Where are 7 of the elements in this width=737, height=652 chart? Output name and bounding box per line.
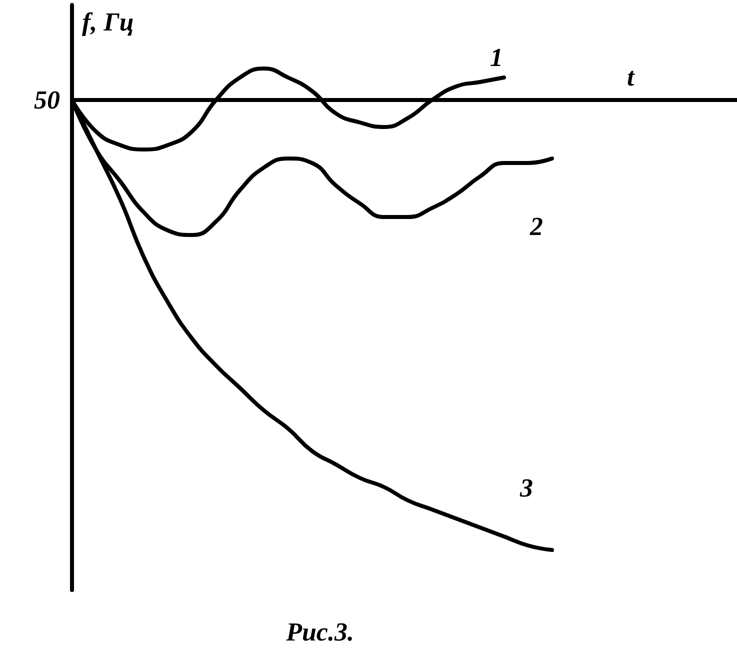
text: 50 xyxy=(34,86,60,114)
x-axis-title: t xyxy=(627,62,635,92)
series-label: 2 xyxy=(528,212,543,241)
text: Рис.3. xyxy=(285,618,354,646)
series-label: 3 xyxy=(518,474,533,502)
series-label: 1 xyxy=(490,43,503,72)
y-axis-title: f, Гц xyxy=(82,8,134,36)
